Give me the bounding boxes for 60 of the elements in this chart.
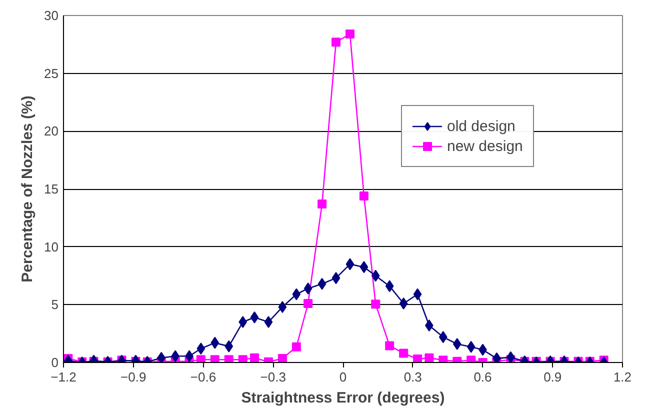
x-tick-label: 0.9 (544, 370, 562, 384)
point (238, 316, 248, 328)
y-tick-label: 25 (44, 66, 59, 81)
y-axis-title: Percentage of Nozzles (%) (19, 96, 36, 282)
point (157, 352, 166, 362)
point (466, 340, 476, 353)
point (424, 353, 434, 362)
point (413, 288, 422, 300)
x-tick-label: 0.3 (404, 370, 422, 384)
point (399, 298, 408, 310)
point (371, 300, 380, 309)
point (224, 355, 234, 362)
x-tick-label: −1.2 (50, 370, 76, 384)
point (452, 338, 462, 350)
x-axis-title: Straightness Error (degrees) (241, 390, 445, 406)
y-tick-label: 10 (44, 239, 59, 254)
point (238, 355, 248, 362)
point (224, 340, 234, 352)
x-tick-label: 0.6 (474, 370, 492, 384)
point (264, 316, 273, 328)
point (492, 352, 501, 362)
point (360, 261, 368, 274)
point (399, 348, 408, 358)
point (210, 336, 220, 349)
y-tick-label: 5 (51, 297, 59, 312)
point (371, 270, 380, 282)
point (210, 355, 220, 362)
point (278, 354, 287, 362)
y-tick-label: 20 (44, 124, 59, 139)
y-tick-label: 0 (51, 355, 59, 370)
y-tick-label: 15 (44, 182, 59, 196)
point (196, 342, 206, 355)
x-tick-label: −0.6 (190, 370, 216, 384)
legend-label: old design (447, 118, 516, 134)
x-tick-label: 1.2 (613, 370, 632, 384)
point (250, 353, 259, 362)
point (318, 278, 326, 290)
point (304, 282, 312, 294)
legend-label: new design (447, 138, 523, 154)
point (196, 355, 206, 362)
point (278, 300, 287, 313)
x-tick-label: −0.9 (120, 370, 146, 384)
point (359, 191, 368, 200)
point (438, 356, 448, 362)
point (346, 258, 354, 270)
point (466, 356, 476, 362)
point (250, 311, 259, 324)
point (506, 351, 515, 362)
point (292, 288, 301, 300)
x-tick-label: −0.3 (260, 370, 286, 384)
point (318, 200, 327, 209)
x-tick-label: 0 (339, 370, 347, 384)
point (438, 331, 448, 344)
y-tick-label: 30 (44, 8, 59, 23)
point (304, 299, 313, 308)
point (385, 280, 394, 292)
point (385, 341, 394, 350)
point (332, 272, 340, 284)
point (292, 342, 301, 352)
point (413, 354, 422, 362)
